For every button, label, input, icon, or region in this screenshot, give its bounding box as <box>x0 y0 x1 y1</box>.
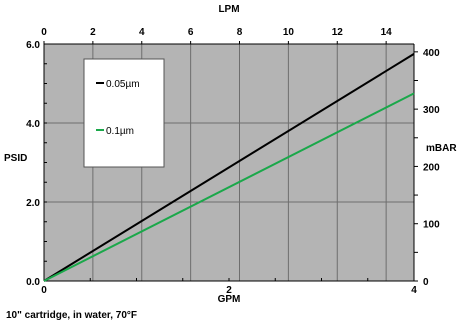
x2-tick-label: 6 <box>188 27 194 38</box>
axes <box>43 41 418 282</box>
y2-tick-label: 400 <box>423 48 440 59</box>
x2-tick-label: 12 <box>332 27 344 38</box>
y-tick-label: 4.0 <box>26 119 40 130</box>
series-line-0.1um <box>43 92 415 282</box>
legend-box <box>83 58 165 168</box>
legend: 0.05µm 0.1µm <box>83 58 165 168</box>
x2-tick-label: 4 <box>139 27 145 38</box>
x2-tick-label: 8 <box>237 27 243 38</box>
x2-tick-label: 0 <box>41 27 47 38</box>
series-line-0.05um <box>43 53 415 282</box>
x-axis-title: GPM <box>218 294 241 305</box>
y-tick-label: 0.0 <box>26 277 40 288</box>
x-tick-label: 4 <box>411 285 417 296</box>
x-tick-label: 0 <box>41 285 47 296</box>
legend-label-0.1um: 0.1µm <box>106 126 134 137</box>
y2-tick-label: 100 <box>423 220 440 231</box>
y2-tick-label: 200 <box>423 162 440 173</box>
legend-label-0.05um: 0.05µm <box>106 79 140 90</box>
y-tick-label: 6.0 <box>26 40 40 51</box>
chart-annotation: 10" cartridge, in water, 70°F <box>6 310 138 321</box>
x-tick-label: 2 <box>226 285 232 296</box>
y-axis-title: PSID <box>4 153 27 164</box>
y2-tick-label: 300 <box>423 105 440 116</box>
series-lines <box>43 53 415 282</box>
x2-axis-title: LPM <box>218 4 239 15</box>
y2-axis-title: mBAR <box>426 143 457 154</box>
x2-tick-label: 10 <box>283 27 295 38</box>
y2-tick-label: 0 <box>423 277 429 288</box>
y-tick-label: 2.0 <box>26 198 40 209</box>
x2-tick-label: 14 <box>381 27 393 38</box>
x2-tick-label: 2 <box>90 27 96 38</box>
